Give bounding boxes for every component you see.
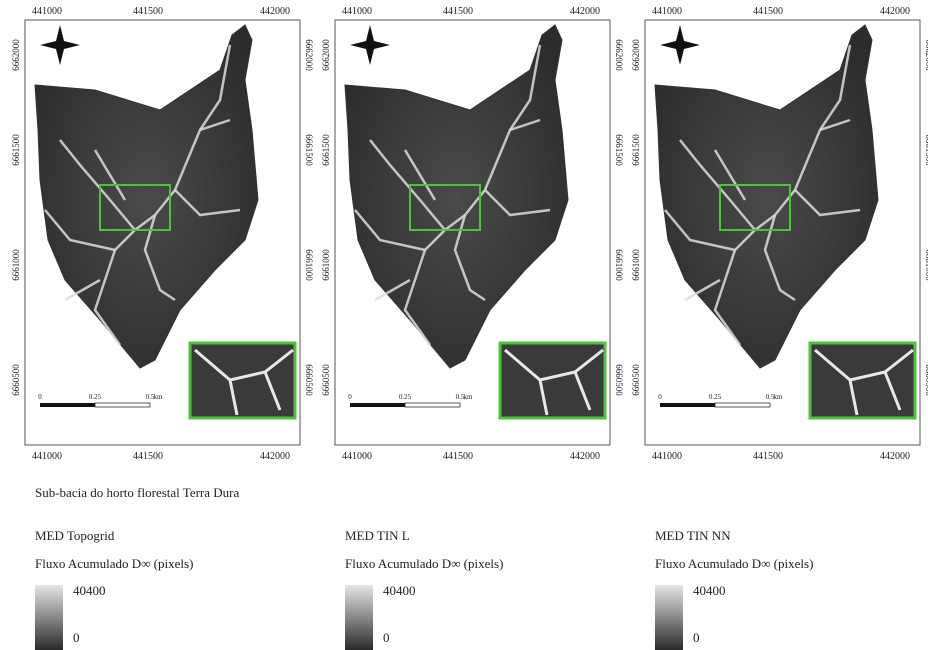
legend-min: 0 — [73, 630, 80, 645]
x-label-bottom: 442000 — [570, 451, 600, 462]
legend-min: 0 — [693, 630, 700, 645]
x-label-top: 441500 — [443, 6, 473, 17]
x-label-top: 441000 — [652, 6, 682, 17]
legend-ramp — [345, 585, 373, 650]
y-label-left: 6662000 — [11, 39, 21, 71]
scale-label: 0 — [658, 393, 662, 401]
y-label-left: 6661000 — [11, 249, 21, 281]
y-label-right: 6661000 — [304, 249, 314, 281]
y-label-left: 6662000 — [631, 39, 641, 71]
legend-subtitle: Fluxo Acumulado D∞ (pixels) — [35, 556, 193, 571]
x-label-bottom: 441000 — [342, 451, 372, 462]
legend-subtitle: Fluxo Acumulado D∞ (pixels) — [655, 556, 813, 571]
x-label-top: 442000 — [880, 6, 910, 17]
x-label-bottom: 441500 — [753, 451, 783, 462]
scale-label: 0.25 — [399, 393, 412, 401]
legend-title: MED Topogrid — [35, 528, 115, 543]
y-label-right: 6662000 — [304, 39, 314, 71]
scale-bar — [40, 403, 95, 407]
figure: Sub-bacia do horto florestal Terra Dura … — [0, 0, 928, 650]
y-label-left: 6661000 — [321, 249, 331, 281]
y-label-left: 6660500 — [321, 364, 331, 396]
legend-max: 40400 — [693, 583, 726, 598]
legend-min: 0 — [383, 630, 390, 645]
x-label-bottom: 442000 — [880, 451, 910, 462]
y-label-left: 6661500 — [631, 134, 641, 166]
x-label-top: 441500 — [753, 6, 783, 17]
y-label-left: 6661500 — [321, 134, 331, 166]
scale-label: 0.25 — [709, 393, 722, 401]
x-label-top: 442000 — [260, 6, 290, 17]
legend-max: 40400 — [73, 583, 106, 598]
x-label-bottom: 441000 — [652, 451, 682, 462]
legend-title: MED TIN L — [345, 528, 410, 543]
y-label-right: 6661500 — [924, 134, 928, 166]
scale-bar — [715, 403, 770, 407]
x-label-bottom: 442000 — [260, 451, 290, 462]
y-label-left: 6661000 — [631, 249, 641, 281]
y-label-left: 6660500 — [11, 364, 21, 396]
y-label-right: 6661000 — [614, 249, 624, 281]
y-label-right: 6660500 — [924, 364, 928, 396]
legend-ramp — [655, 585, 683, 650]
scale-label: 0 — [348, 393, 352, 401]
scale-bar — [405, 403, 460, 407]
x-label-bottom: 441000 — [32, 451, 62, 462]
scale-bar — [350, 403, 405, 407]
y-label-right: 6661000 — [924, 249, 928, 281]
y-label-right: 6662000 — [924, 39, 928, 71]
y-label-left: 6661500 — [11, 134, 21, 166]
y-label-left: 6662000 — [321, 39, 331, 71]
legend-title: MED TIN NN — [655, 528, 731, 543]
x-label-top: 441000 — [342, 6, 372, 17]
x-label-top: 442000 — [570, 6, 600, 17]
scale-label: km — [154, 393, 164, 401]
x-label-bottom: 441500 — [443, 451, 473, 462]
scale-label: km — [774, 393, 784, 401]
legend-subtitle: Fluxo Acumulado D∞ (pixels) — [345, 556, 503, 571]
scale-label: 0.25 — [89, 393, 102, 401]
x-label-bottom: 441500 — [133, 451, 163, 462]
legend-ramp — [35, 585, 63, 650]
y-label-right: 6662000 — [614, 39, 624, 71]
x-label-top: 441500 — [133, 6, 163, 17]
legend-max: 40400 — [383, 583, 416, 598]
y-label-right: 6661500 — [304, 134, 314, 166]
caption: Sub-bacia do horto florestal Terra Dura — [35, 485, 239, 500]
y-label-right: 6661500 — [614, 134, 624, 166]
scale-bar — [95, 403, 150, 407]
x-label-top: 441000 — [32, 6, 62, 17]
scale-label: 0 — [38, 393, 42, 401]
y-label-left: 6660500 — [631, 364, 641, 396]
scale-bar — [660, 403, 715, 407]
y-label-right: 6660500 — [614, 364, 624, 396]
y-label-right: 6660500 — [304, 364, 314, 396]
scale-label: km — [464, 393, 474, 401]
